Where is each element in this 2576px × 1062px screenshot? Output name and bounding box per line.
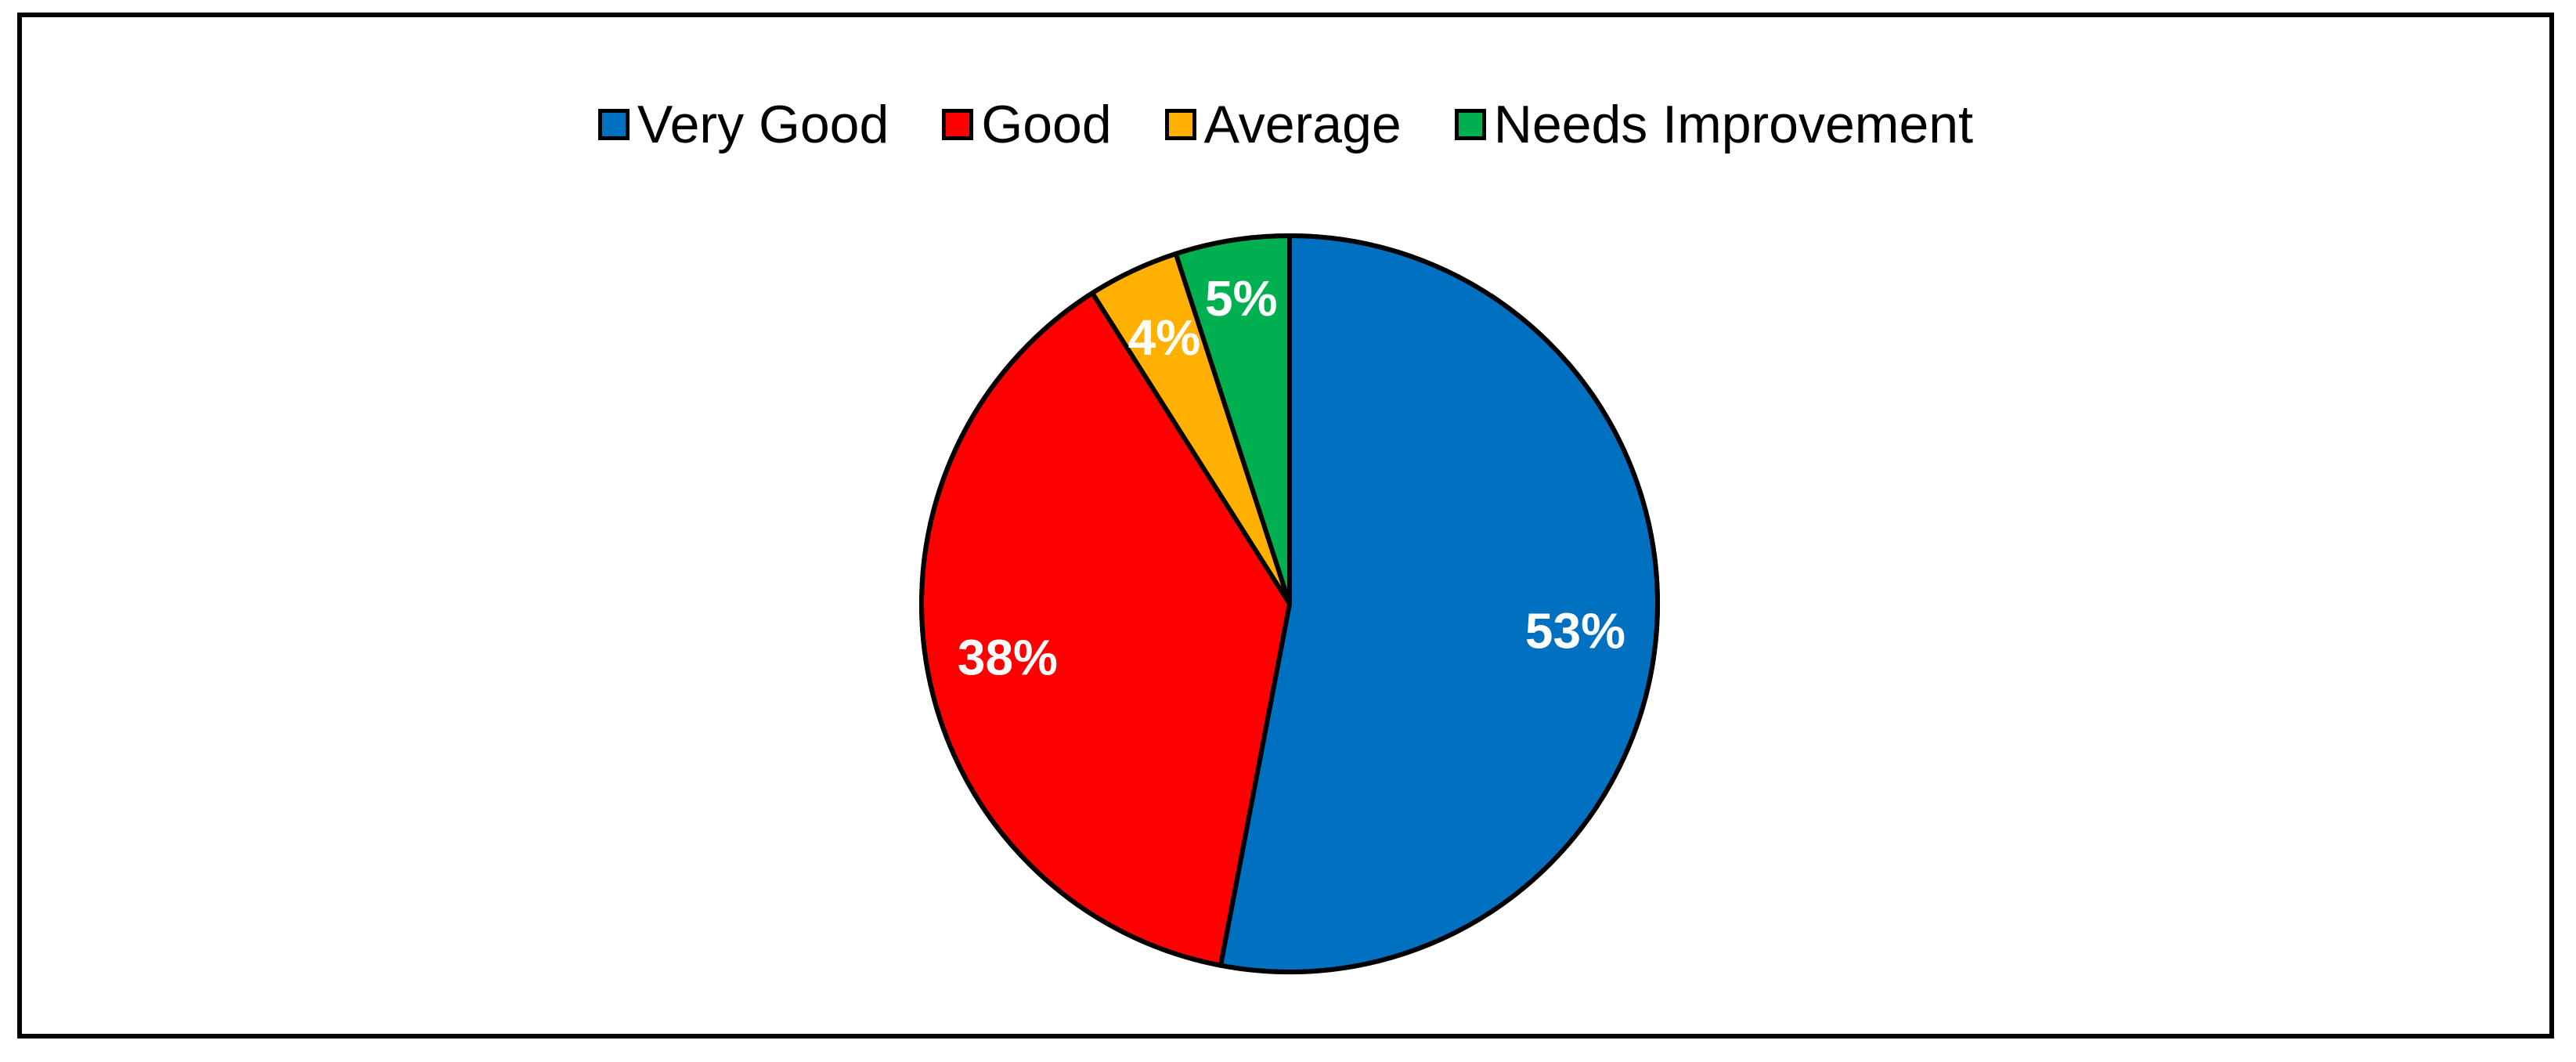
legend-swatch-needs-improvement [1454,109,1486,140]
legend-swatch-average [1164,109,1196,140]
legend-item-needs-improvement: Needs Improvement [1454,95,1973,154]
pie-label-good: 38% [958,630,1058,686]
legend-swatch-good [942,109,974,140]
pie-label-needs-improvement: 5% [1205,270,1278,327]
legend-label-good: Good [981,95,1112,154]
legend-swatch-very-good [598,109,630,140]
pie-slices [919,233,1660,974]
legend-label-needs-improvement: Needs Improvement [1493,95,1973,154]
pie-label-average: 4% [1128,309,1201,366]
legend-label-average: Average [1203,95,1402,154]
legend-item-very-good: Very Good [598,98,889,151]
pie-outline [919,233,1660,974]
legend-item-good: Good [942,95,1112,154]
pie-label-very-good: 53% [1525,603,1625,659]
legend-item-average: Average [1164,95,1402,154]
pie-slice-labels: 53% 38% 4%5% [958,270,1625,686]
chart-legend: Very Good Good Average Needs Improvement [22,89,2549,160]
legend-label-very-good: Very Good [637,95,889,154]
